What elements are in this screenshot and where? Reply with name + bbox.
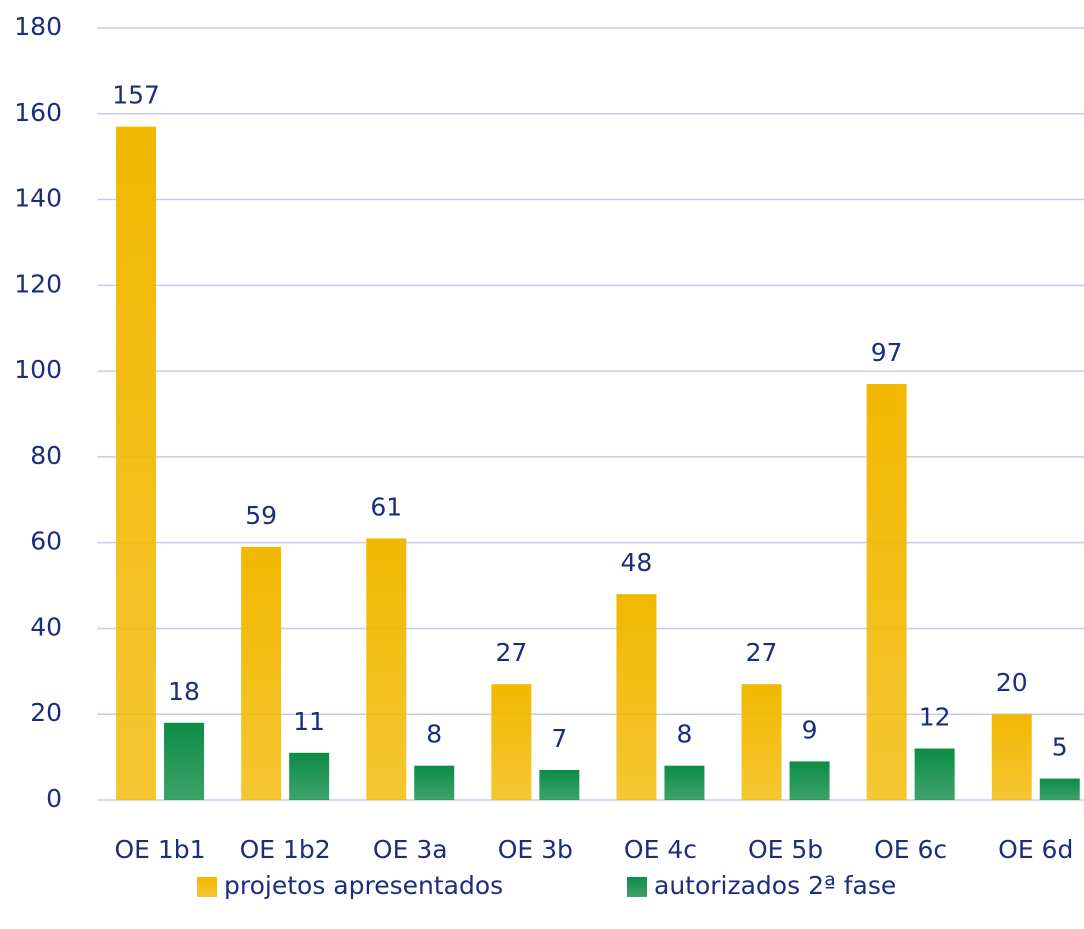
x-tick-label: OE 1b2 — [240, 835, 331, 864]
data-label: 48 — [621, 548, 653, 577]
y-tick-label: 100 — [14, 355, 62, 384]
y-tick-label: 160 — [14, 98, 62, 127]
bar — [414, 765, 455, 800]
y-tick-label: 140 — [14, 184, 62, 213]
bar — [539, 769, 580, 800]
bar — [289, 752, 330, 800]
x-tick-label: OE 3a — [373, 835, 448, 864]
data-label: 59 — [245, 501, 277, 530]
data-label: 61 — [370, 492, 402, 521]
data-label: 8 — [426, 720, 442, 749]
bar — [1039, 778, 1080, 800]
legend-swatch — [197, 877, 217, 897]
data-label: 8 — [676, 720, 692, 749]
x-tick-label: OE 1b1 — [114, 835, 205, 864]
x-tick-label: OE 5b — [748, 835, 823, 864]
legend-swatch — [627, 877, 647, 897]
bar — [616, 594, 657, 800]
data-label: 9 — [802, 715, 818, 744]
bar — [866, 383, 907, 800]
legend-label: autorizados 2ª fase — [654, 871, 896, 900]
x-tick-label: OE 3b — [498, 835, 573, 864]
data-label: 11 — [293, 707, 325, 736]
y-tick-label: 180 — [14, 12, 62, 41]
bar — [741, 684, 782, 800]
data-label: 18 — [168, 677, 200, 706]
bar — [914, 748, 955, 800]
y-tick-label: 40 — [30, 612, 62, 641]
y-tick-label: 60 — [30, 527, 62, 556]
data-label: 20 — [996, 668, 1028, 697]
data-label: 5 — [1052, 733, 1068, 762]
y-tick-label: 20 — [30, 698, 62, 727]
bar — [991, 714, 1032, 800]
data-label: 12 — [919, 703, 951, 732]
y-tick-label: 120 — [14, 269, 62, 298]
x-tick-label: OE 6c — [874, 835, 947, 864]
x-tick-label: OE 6d — [998, 835, 1073, 864]
bar — [664, 765, 705, 800]
data-label: 27 — [746, 638, 778, 667]
data-label: 7 — [551, 724, 567, 753]
y-tick-label: 0 — [46, 784, 62, 813]
bar — [164, 722, 205, 800]
x-tick-label: OE 4c — [624, 835, 697, 864]
bar — [789, 761, 830, 800]
legend-label: projetos apresentados — [224, 871, 503, 900]
bar — [116, 126, 157, 800]
bar — [241, 546, 282, 800]
y-tick-label: 80 — [30, 441, 62, 470]
bar — [366, 538, 407, 800]
data-label: 157 — [112, 81, 160, 110]
data-label: 27 — [495, 638, 527, 667]
bar — [491, 684, 532, 800]
data-label: 97 — [871, 338, 903, 367]
